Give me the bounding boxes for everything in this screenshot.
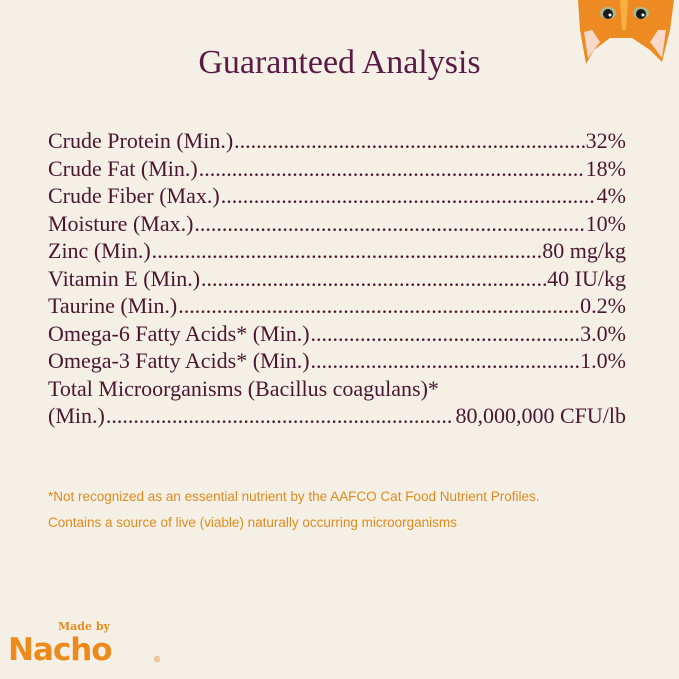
row-value: 80,000,000 CFU/lb [455, 403, 626, 428]
analysis-list: Crude Protein (Min.) 32% Crude Fat (Min.)… [48, 128, 626, 431]
row-value: 32% [585, 128, 626, 153]
row-label: Crude Protein (Min.) [48, 128, 234, 153]
analysis-row: Crude Fiber (Max.) 4% [48, 183, 626, 211]
dot-leader [199, 156, 585, 182]
brand-name: Nacho [8, 632, 113, 668]
row-value: 3.0% [580, 320, 626, 346]
row-value: 10% [585, 210, 626, 236]
analysis-row: Vitamin E (Min.) 40 IU/kg [48, 266, 626, 294]
analysis-row: Crude Protein (Min.) 32% [48, 128, 626, 156]
row-label: Crude Fiber (Max.) [48, 183, 220, 208]
analysis-row: Moisture (Max.) 10% [48, 211, 626, 239]
row-label: Taurine (Min.) [48, 293, 178, 318]
row-label: Omega-3 Fatty Acids* (Min.) [48, 348, 310, 373]
row-label-continued: (Min.) [48, 403, 105, 428]
analysis-row: (Min.) 80,000,000 CFU/lb [48, 403, 626, 431]
row-value: 1.0% [580, 348, 626, 373]
analysis-row: Omega-3 Fatty Acids* (Min.) 1.0% [48, 348, 626, 376]
row-label: Moisture (Max.) [48, 210, 194, 236]
row-label: Total Microorganisms (Bacillus coagulans… [48, 375, 439, 401]
dot-leader [234, 128, 585, 154]
analysis-row: Zinc (Min.) 80 mg/kg [48, 238, 626, 266]
registered-mark: ® [153, 655, 161, 664]
row-label: Omega-6 Fatty Acids* (Min.) [48, 320, 310, 346]
analysis-row-label-line: Total Microorganisms (Bacillus coagulans… [48, 376, 626, 404]
row-label: Zinc (Min.) [48, 238, 151, 263]
row-value: 40 IU/kg [547, 265, 626, 291]
analysis-row: Omega-6 Fatty Acids* (Min.) 3.0% [48, 321, 626, 349]
dot-leader [221, 183, 596, 209]
page-title: Guaranteed Analysis [198, 44, 481, 81]
dot-leader [178, 293, 579, 319]
row-label: Vitamin E (Min.) [48, 265, 201, 291]
dot-leader [194, 211, 584, 237]
dot-leader [106, 403, 455, 429]
made-by-text: Made by [58, 620, 110, 633]
row-value: 4% [596, 183, 626, 208]
analysis-row: Taurine (Min.) 0.2% [48, 293, 626, 321]
row-value: 80 mg/kg [542, 238, 626, 263]
row-value: 18% [585, 155, 626, 181]
dot-leader [152, 238, 542, 264]
dot-leader [311, 348, 580, 374]
row-label: Crude Fat (Min.) [48, 155, 198, 181]
analysis-row: Crude Fat (Min.) 18% [48, 156, 626, 184]
row-value: 0.2% [580, 293, 626, 318]
dot-leader [201, 266, 546, 292]
dot-leader [311, 321, 580, 347]
footnote-aafco: *Not recognized as an essential nutrient… [48, 489, 540, 504]
cat-face-icon [570, 0, 679, 84]
footnote-microorganisms: Contains a source of live (viable) natur… [48, 515, 457, 530]
